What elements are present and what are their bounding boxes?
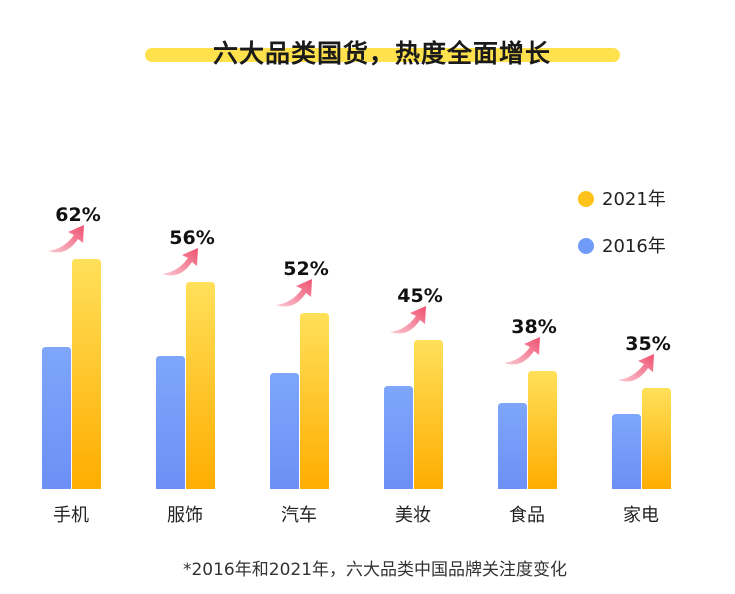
category-label-2: 汽车 bbox=[281, 505, 317, 526]
growth-label-4: 38% bbox=[511, 316, 556, 338]
bar-2016-2 bbox=[270, 373, 299, 489]
legend-label-2016: 2016年 bbox=[602, 236, 666, 257]
growth-arrows-group bbox=[48, 225, 654, 382]
category-label-4: 食品 bbox=[509, 505, 545, 526]
growth-arrow-2 bbox=[276, 279, 312, 307]
chart-title: 六大品类国货，热度全面增长 bbox=[213, 39, 551, 68]
bars-group bbox=[42, 259, 671, 489]
bar-2016-1 bbox=[156, 356, 185, 489]
growth-label-3: 45% bbox=[397, 285, 442, 307]
bar-2016-4 bbox=[498, 403, 527, 489]
bar-2021-3 bbox=[414, 340, 443, 489]
growth-arrow-4 bbox=[504, 337, 540, 365]
growth-label-1: 56% bbox=[169, 227, 214, 249]
bar-2016-3 bbox=[384, 386, 413, 489]
growth-label-2: 52% bbox=[283, 258, 328, 280]
labels-group: 62% 手机 56% 服饰 52% 汽车 45% 美妆 38% 食品 35% 家电 bbox=[53, 204, 671, 526]
growth-arrow-3 bbox=[390, 306, 426, 334]
growth-label-5: 35% bbox=[625, 333, 670, 355]
bar-2021-4 bbox=[528, 371, 557, 489]
growth-arrow-0 bbox=[48, 225, 84, 253]
title-highlight bbox=[145, 48, 620, 62]
category-label-3: 美妆 bbox=[395, 505, 431, 526]
bar-2021-5 bbox=[642, 388, 671, 489]
bar-2021-2 bbox=[300, 313, 329, 489]
legend-label-2021: 2021年 bbox=[602, 189, 666, 210]
category-label-1: 服饰 bbox=[167, 505, 203, 526]
growth-arrow-1 bbox=[162, 248, 198, 276]
category-label-0: 手机 bbox=[53, 505, 89, 526]
bar-2021-0 bbox=[72, 259, 101, 489]
footnote: *2016年和2021年，六大品类中国品牌关注度变化 bbox=[183, 560, 567, 580]
category-label-5: 家电 bbox=[623, 505, 659, 526]
legend: 2021年 2016年 bbox=[578, 189, 666, 257]
bar-2016-5 bbox=[612, 414, 641, 489]
legend-marker-2016 bbox=[578, 238, 594, 254]
growth-label-0: 62% bbox=[55, 204, 100, 226]
bar-2021-1 bbox=[186, 282, 215, 489]
growth-arrow-5 bbox=[618, 354, 654, 382]
legend-marker-2021 bbox=[578, 191, 594, 207]
bar-2016-0 bbox=[42, 347, 71, 489]
